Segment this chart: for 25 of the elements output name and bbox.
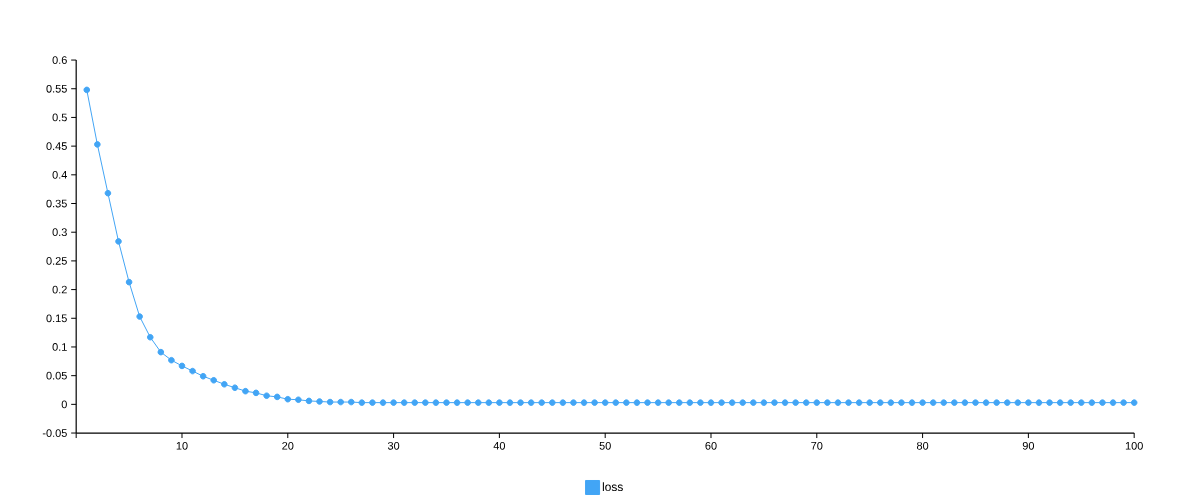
y-tick-label: 0.05: [46, 371, 67, 380]
y-tick-label: 0.5: [52, 113, 67, 122]
x-tick-label: 40: [493, 441, 506, 450]
y-tick-label: 0.2: [52, 285, 67, 294]
x-tick-label: 80: [916, 441, 929, 450]
y-tick-label: 0.25: [46, 257, 67, 265]
x-tick-label: 70: [811, 441, 823, 450]
y-tick-label: 0.35: [46, 199, 67, 208]
y-tick-label: 0.45: [46, 142, 67, 151]
y-tick-label: 0.15: [46, 314, 67, 323]
y-tick-label: 0.1: [52, 343, 67, 351]
y-tick-label: -0.05: [42, 429, 67, 437]
x-tick-label: 90: [1022, 441, 1035, 450]
y-tick-label: 0: [61, 400, 67, 409]
x-tick-label: 100: [1125, 441, 1143, 450]
x-tick-label: 50: [599, 441, 611, 450]
y-tick-label: 0.55: [46, 84, 67, 93]
x-tick-label: 20: [282, 441, 294, 450]
y-tick-label: 0.4: [52, 170, 68, 179]
x-tick-label: 60: [705, 441, 717, 450]
x-tick-label: 10: [176, 441, 188, 450]
legend-label: loss: [602, 482, 623, 492]
y-tick-label: 0.6: [52, 56, 67, 64]
y-tick-label: 0.3: [52, 228, 67, 237]
x-tick-label: 30: [387, 441, 400, 450]
